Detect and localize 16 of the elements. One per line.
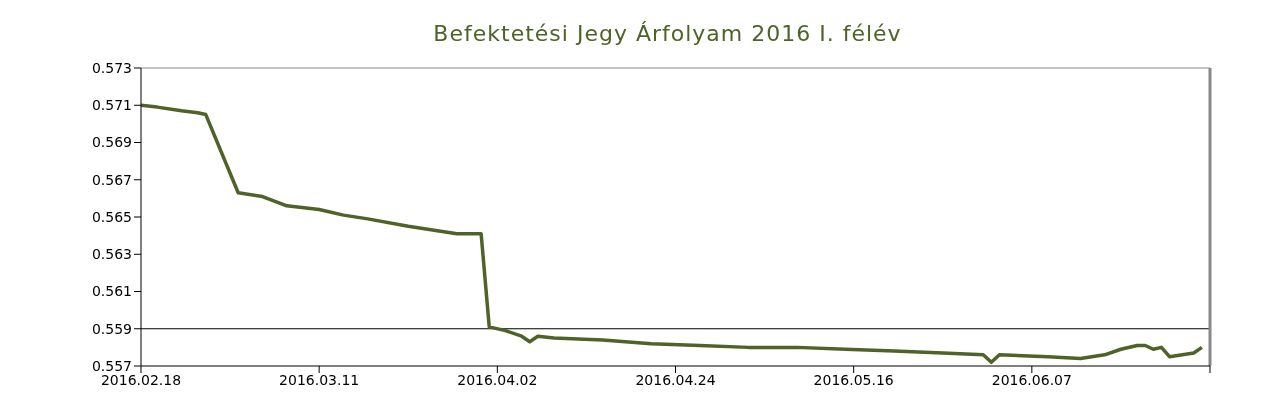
y-tick-label: 0.565 [91, 208, 132, 225]
x-tick-label: 2016.06.07 [991, 371, 1072, 388]
x-tick-label: 2016.03.11 [279, 371, 360, 388]
x-tick-label: 2016.04.24 [635, 371, 716, 388]
y-tick-label: 0.557 [91, 357, 132, 374]
y-tick-label: 0.567 [91, 171, 132, 188]
x-tick-label: 2016.05.16 [813, 371, 894, 388]
y-tick-label: 0.563 [91, 246, 132, 263]
y-tick-label: 0.559 [91, 320, 132, 337]
x-tick-label: 2016.02.18 [100, 371, 182, 388]
y-tick-label: 0.573 [91, 59, 132, 76]
y-tick-label: 0.571 [91, 97, 132, 114]
y-tick-label: 0.569 [91, 134, 132, 151]
x-tick-label: 2016.04.02 [457, 371, 538, 388]
chart-title: Befektetési Jegy Árfolyam 2016 I. félév [432, 20, 903, 48]
y-tick-label: 0.561 [91, 283, 132, 300]
